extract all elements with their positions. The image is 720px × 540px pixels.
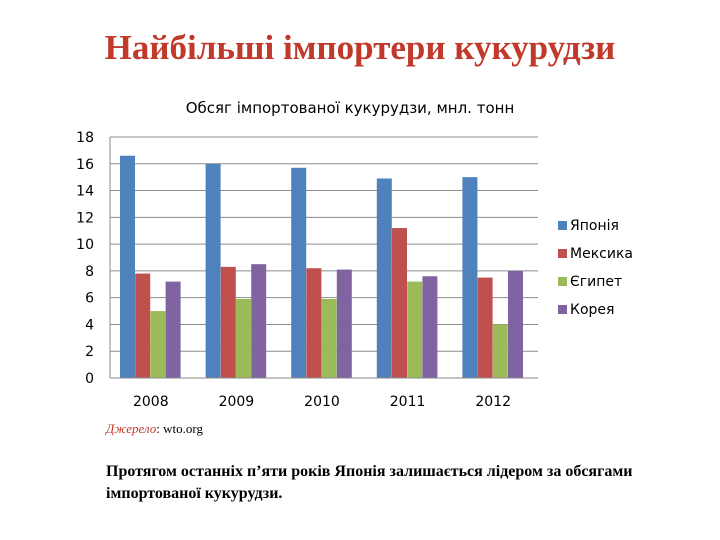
bar-2011-0 <box>376 178 392 378</box>
x-tick-label: 2008 <box>133 394 169 410</box>
x-tick-label: 2009 <box>219 394 255 410</box>
y-tick-label: 8 <box>85 264 94 280</box>
bar-2009-1 <box>220 266 236 378</box>
bar-2010-3 <box>336 269 352 378</box>
caption-text: Протягом останніх п’яти років Японія зал… <box>106 463 633 502</box>
bars <box>120 155 523 378</box>
legend-label: Японія <box>570 218 619 234</box>
bar-2011-2 <box>407 281 423 378</box>
bar-2010-0 <box>291 167 307 378</box>
bar-2012-1 <box>477 277 493 378</box>
legend-swatch <box>558 305 567 314</box>
legend-label: Корея <box>570 302 614 318</box>
x-tick-label: 2011 <box>390 394 426 410</box>
bar-2012-3 <box>508 270 523 378</box>
bar-2012-2 <box>492 324 508 378</box>
bar-2009-0 <box>205 163 221 378</box>
y-tick-label: 2 <box>85 344 94 360</box>
bar-2008-3 <box>165 281 181 378</box>
x-tick-label: 2012 <box>475 394 511 410</box>
y-tick-label: 4 <box>85 317 94 333</box>
source-label: Джерело <box>106 421 157 436</box>
bar-2008-1 <box>135 273 151 378</box>
bar-2010-1 <box>306 268 322 378</box>
y-tick-label: 12 <box>76 210 94 226</box>
y-tick-label: 16 <box>76 157 94 173</box>
bar-2009-2 <box>236 299 251 378</box>
bar-2009-3 <box>251 264 267 378</box>
legend-swatch <box>558 249 567 258</box>
bar-2011-1 <box>392 228 407 378</box>
legend: Японія Мексика Єгипет Корея <box>558 218 633 318</box>
bar-2010-2 <box>321 299 337 378</box>
y-tick-label: 0 <box>85 371 94 387</box>
legend-swatch <box>558 277 567 286</box>
bar-chart: Обсяг імпортованої кукурудзи, мнл. тонн … <box>76 99 633 410</box>
y-axis-ticks: 0 2 4 6 8 10 12 14 16 18 <box>76 130 94 387</box>
slide-title: Найбільші імпортери кукурудзи <box>104 28 616 67</box>
source-value: : wto.org <box>156 421 203 436</box>
chart-title: Обсяг імпортованої кукурудзи, мнл. тонн <box>186 99 515 117</box>
x-tick-label: 2010 <box>304 394 340 410</box>
y-tick-label: 10 <box>76 237 94 253</box>
bar-2012-0 <box>462 177 478 378</box>
source-note: Джерело: wto.org <box>106 421 203 437</box>
x-axis-ticks: 2008 2009 2010 2011 2012 <box>133 394 511 410</box>
bar-2011-3 <box>422 276 438 378</box>
legend-swatch <box>558 221 567 230</box>
bar-2008-0 <box>120 155 135 378</box>
y-tick-label: 14 <box>76 184 94 200</box>
y-tick-label: 6 <box>85 291 94 307</box>
y-tick-label: 18 <box>76 130 94 146</box>
legend-label: Єгипет <box>570 274 622 290</box>
legend-label: Мексика <box>570 246 633 262</box>
bar-2008-2 <box>150 311 166 378</box>
